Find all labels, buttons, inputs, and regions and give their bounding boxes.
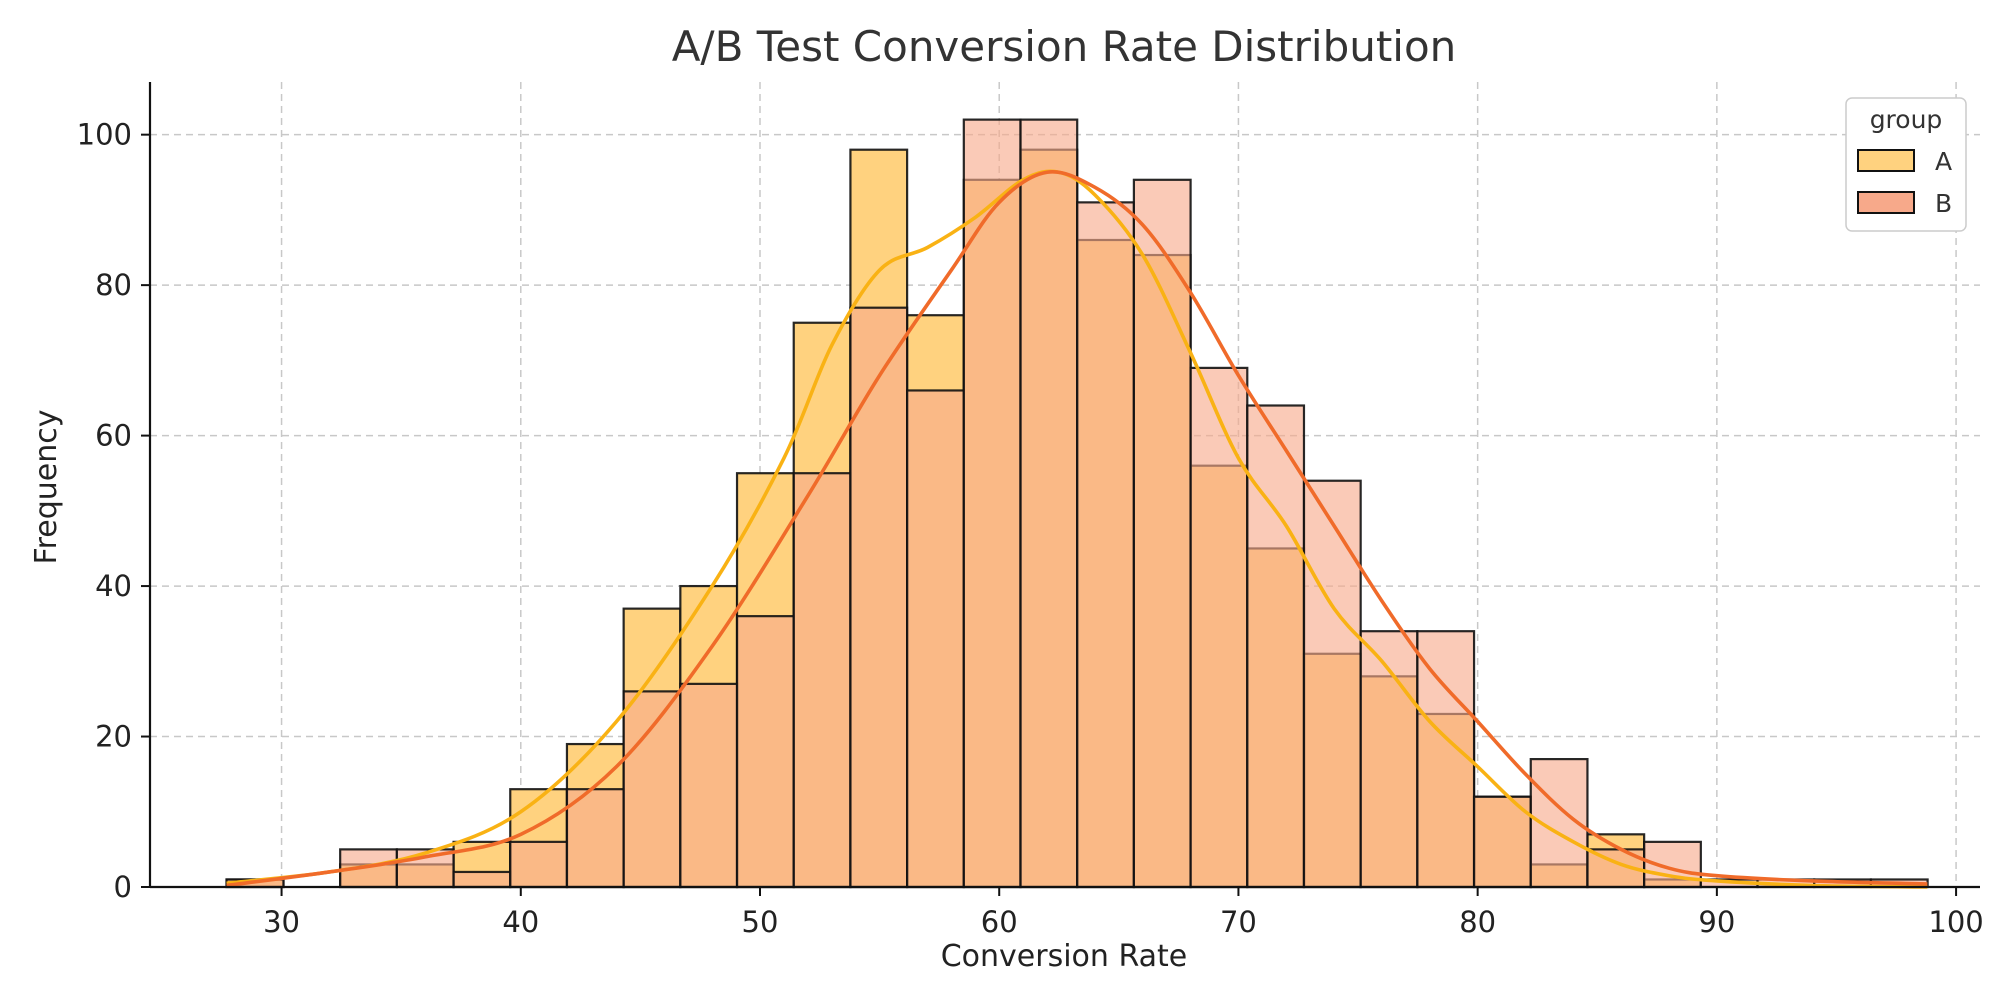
axes-layer <box>148 82 1980 889</box>
series-b-bar <box>1076 201 1135 889</box>
series-a-kde-line <box>226 169 1928 889</box>
kde-layer <box>226 169 1928 889</box>
y-tick-label: 40 <box>95 569 132 603</box>
series-b-bar <box>1189 366 1249 889</box>
legend-title: group <box>1870 105 1943 134</box>
series-b-bar <box>509 840 569 889</box>
chart-title: A/B Test Conversion Rate Distribution <box>672 22 1457 71</box>
series-b-bar <box>735 615 795 889</box>
series-b-bar <box>1302 479 1362 889</box>
x-tick-label: 50 <box>742 905 779 939</box>
series-b-bar <box>679 682 739 889</box>
series-b-bars <box>225 118 1929 889</box>
series-b-bar <box>849 306 909 889</box>
y-axis-label: Frequency <box>29 410 64 565</box>
y-tick-label: 80 <box>95 268 132 302</box>
legend-swatch-b <box>1857 191 1915 214</box>
x-tick-label: 90 <box>1698 905 1735 939</box>
series-b-bar <box>1359 630 1419 889</box>
y-tick-label: 100 <box>77 118 132 152</box>
x-tick-label: 80 <box>1459 905 1496 939</box>
x-tick-label: 70 <box>1220 905 1257 939</box>
legend-label-a: A <box>1935 147 1952 176</box>
series-b-bar <box>1246 404 1306 889</box>
series-b-bar <box>622 690 682 889</box>
series-b-kde-line <box>226 170 1928 888</box>
series-b-bar <box>1416 630 1476 889</box>
series-b-bar <box>792 472 852 889</box>
series-b-bar <box>1019 118 1079 889</box>
series-b-bar <box>906 389 965 889</box>
x-axis-label: Conversion Rate <box>941 939 1188 974</box>
series-b-bar <box>452 870 512 889</box>
x-tick-label: 40 <box>502 905 539 939</box>
x-tick-label: 100 <box>1928 905 1983 939</box>
y-tick-label: 20 <box>95 720 132 754</box>
x-tick-label: 30 <box>263 905 300 939</box>
legend-label-b: B <box>1935 189 1952 218</box>
legend[interactable]: group A B <box>1845 97 1967 232</box>
y-tick-label: 0 <box>114 870 132 904</box>
series-b-bar <box>1132 178 1192 889</box>
x-tick-label: 60 <box>981 905 1018 939</box>
ticks-layer: 30 40 50 60 70 80 90 100 0 20 40 60 80 100 <box>77 118 1984 939</box>
legend-swatch-a <box>1857 149 1915 172</box>
y-tick-label: 60 <box>95 419 132 453</box>
series-b-bar <box>962 118 1022 889</box>
